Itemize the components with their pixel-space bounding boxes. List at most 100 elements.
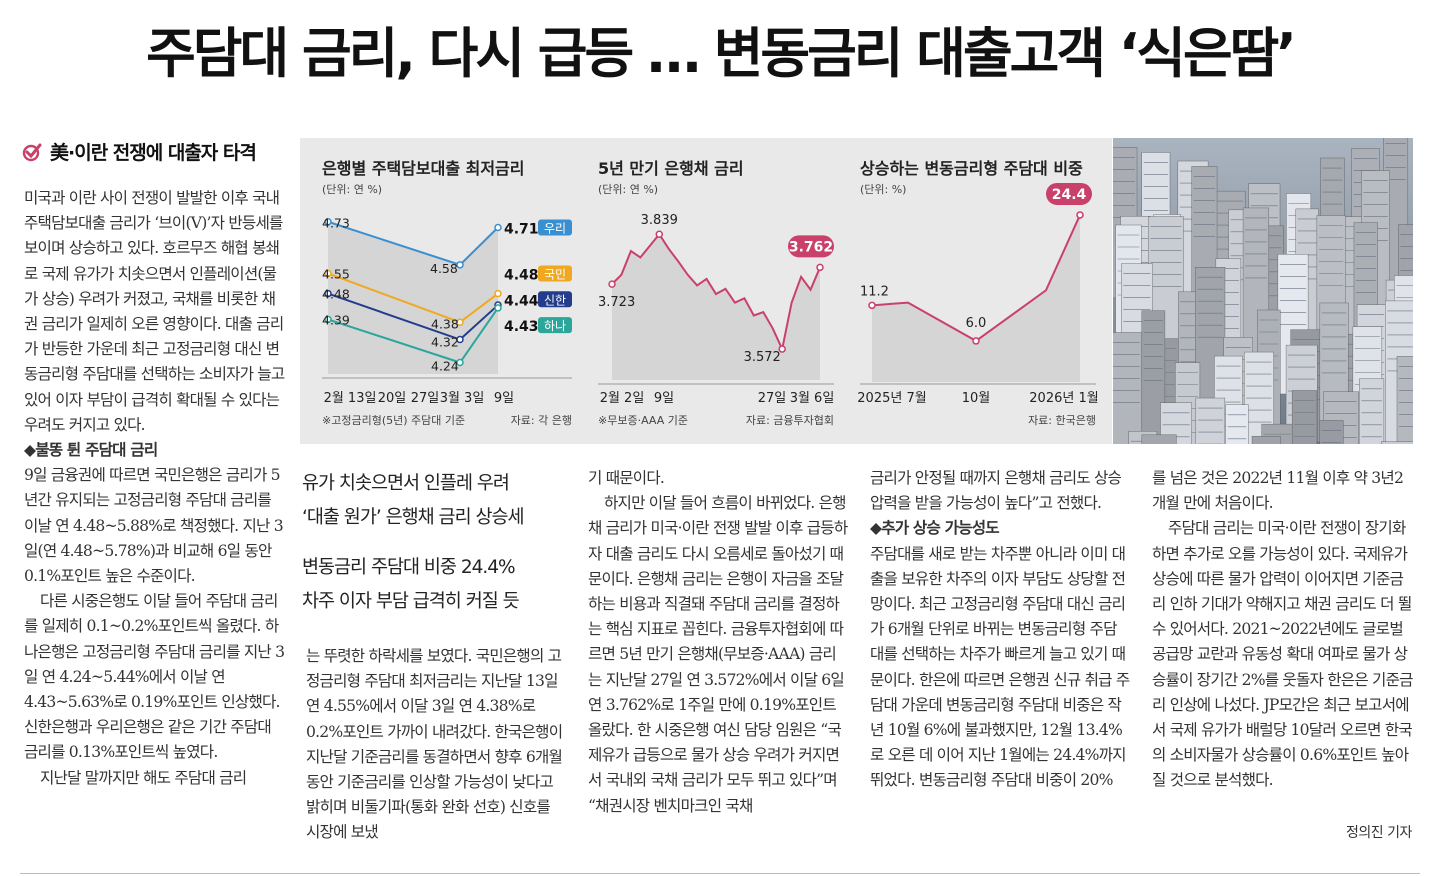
- chart1-title: 은행별 주택담보대출 최저금리: [322, 159, 525, 178]
- chart1-end-value: 4.44: [504, 293, 539, 309]
- chart3-point: [1076, 211, 1084, 219]
- chart2-tick: 27일: [758, 391, 787, 406]
- chart2-label: 3.723: [598, 295, 635, 310]
- chart1-plot: 4.73 4.58 4.55 4.48 4.39 4.38 4.32 4.24 4.71 우리 4.…: [322, 216, 572, 406]
- chart1-area: [328, 221, 498, 374]
- chart1-label: 4.24: [431, 359, 459, 374]
- chart1-label: 4.39: [322, 312, 350, 327]
- chart1-point: [324, 269, 332, 278]
- chart1-bank-badge: [538, 219, 572, 236]
- chart3-tick: 10월: [962, 391, 991, 406]
- chart1-tick: 9일: [494, 391, 514, 406]
- chart1-label: 4.55: [322, 266, 350, 281]
- photo-illustration: [1113, 138, 1413, 444]
- article-column-3: 기 때문이다. 하지만 이달 들어 흐름이 바뀌었다. 은행채 금리가 미국·이…: [588, 466, 848, 819]
- chart1-point: [456, 318, 464, 327]
- paragraph: 를 넘은 것은 2022년 11월 이후 약 3년2개월 만에 처음이다.: [1152, 469, 1404, 513]
- chart1-point: [494, 304, 502, 312]
- chart1-label: 4.48: [322, 287, 350, 302]
- chart2-source: 자료: 금융투자협회: [746, 414, 834, 427]
- building: [1225, 404, 1249, 444]
- chart1-bank-name: 신한: [544, 293, 566, 307]
- chart1-label: 4.73: [322, 216, 350, 231]
- chart2-tick: 9일: [654, 391, 674, 406]
- deck-line: 차주 이자 부담 급격히 커질 듯: [302, 591, 520, 612]
- chart3-area: [872, 214, 1080, 382]
- chart2-point: [778, 345, 786, 353]
- chart1-tick: 27일: [411, 391, 440, 406]
- chart1-label: 4.32: [431, 335, 459, 350]
- bottom-rule: [20, 873, 1420, 874]
- chart1-point: [456, 335, 464, 344]
- paragraph: 는 뚜렷한 하락세를 보였다. 국민은행의 고정금리형 주담대 최저금리는 지난…: [306, 647, 563, 842]
- chart2-plot: 3.723 3.839 3.572 3.762 2월 2일 9일 27일 3월 6일: [598, 213, 834, 406]
- chart3-unit: (단위: %): [860, 183, 906, 196]
- building: [1141, 434, 1177, 444]
- chart2-tick: 3월 6일: [790, 391, 835, 406]
- deck-line: 유가 치솟으면서 인플레 우려: [302, 473, 510, 494]
- building: [1381, 441, 1413, 444]
- chart1-end-value: 4.43: [504, 319, 539, 335]
- deck-line: ‘대출 원가’ 은행채 금리 상승세: [302, 507, 525, 528]
- chart2-point: [655, 230, 664, 238]
- paragraph: 미국과 이란 사이 전쟁이 발발한 이후 국내 주택담보대출 금리가 ‘브이(V…: [24, 189, 285, 434]
- headline: 주담대 금리, 다시 급등 … 변동금리 대출고객 ‘식은땀’: [146, 22, 1297, 85]
- chart1-point: [494, 289, 502, 298]
- chart2-line: [611, 232, 821, 353]
- check-icon: [22, 143, 42, 162]
- paragraph: 금리가 안정될 때까지 은행채 금리도 상승 압력을 받을 가능성이 높다”고 …: [870, 469, 1122, 513]
- chart1-end-value: 4.71: [504, 221, 539, 237]
- chart1-label: 4.38: [431, 316, 459, 331]
- chart2-point: [608, 280, 616, 288]
- chart2-unit: (단위: 연 %): [598, 183, 658, 196]
- chart1-tick: 20일: [378, 391, 407, 406]
- charts-svg: 은행별 주택담보대출 최저금리 (단위: 연 %) ※고정금리형(5년) 주담대…: [322, 159, 1099, 427]
- building: [1319, 420, 1344, 444]
- paragraph: 하지만 이달 들어 흐름이 바뀌었다. 은행채 금리가 미국·이란 전쟁 발발 …: [588, 494, 848, 815]
- chart1-point: [494, 223, 502, 232]
- chart3-end-value: 24.4: [1052, 187, 1087, 203]
- paragraph: 기 때문이다.: [588, 469, 665, 487]
- building: [1359, 378, 1385, 444]
- building: [1141, 310, 1166, 444]
- chart3-label: 6.0: [966, 316, 987, 331]
- building: [1396, 356, 1413, 444]
- chart3-plot: 11.2 6.0 24.4 2025년 7월 10월 2026년 1월: [857, 182, 1099, 406]
- chart2-note: ※무보증·AAA 기준: [598, 414, 688, 427]
- paragraph: 주담대 금리는 미국·이란 전쟁이 장기화하면 추가로 오를 가능성이 있다. …: [1152, 519, 1413, 790]
- chart2-end-badge: [788, 235, 834, 258]
- kicker: 美·이란 전쟁에 대출자 타격: [22, 138, 257, 165]
- subheading: ◆추가 상승 가능성도: [870, 519, 1000, 538]
- chart1-point: [324, 217, 332, 226]
- subheading: ◆불똥 튄 주담대 금리: [24, 441, 158, 460]
- chart2-label: 3.839: [641, 213, 678, 228]
- paragraph: 9일 금융권에 따르면 국민은행은 금리가 5년간 유지되는 고정금리형 주담대…: [24, 466, 284, 586]
- paragraph: 다른 시중은행도 이달 들어 주담대 금리를 일제히 0.1~0.2%포인트씩 …: [24, 592, 285, 762]
- deck: 유가 치솟으면서 인플레 우려 ‘대출 원가’ 은행채 금리 상승세 변동금리 …: [302, 467, 564, 619]
- chart3-tick: 2026년 1월: [1029, 391, 1098, 406]
- chart1-point: [456, 261, 464, 269]
- chart1-note: ※고정금리형(5년) 주담대 기준: [322, 414, 465, 427]
- chart1-bank-name: 우리: [544, 221, 566, 235]
- chart3-end-badge: [1046, 182, 1092, 205]
- article-column-5: 를 넘은 것은 2022년 11월 이후 약 3년2개월 만에 처음이다. 주담…: [1152, 466, 1414, 794]
- chart1-unit: (단위: 연 %): [322, 183, 382, 196]
- chart1-tick: 3월 3일: [440, 391, 485, 406]
- building: [1195, 397, 1226, 444]
- deck-line: 변동금리 주담대 비중 24.4%: [302, 557, 516, 578]
- chart1-label: 4.58: [430, 261, 458, 276]
- chart3-label: 11.2: [860, 284, 889, 299]
- chart1-bank-badge: [538, 317, 572, 334]
- chart1-tick: 2월 13일: [324, 391, 377, 406]
- chart1-bank-name: 하나: [544, 319, 566, 333]
- chart3-point: [972, 337, 980, 345]
- article-column-4: 금리가 안정될 때까지 은행채 금리도 상승 압력을 받을 가능성이 높다”고 …: [870, 466, 1130, 794]
- chart1-end-value: 4.48: [504, 267, 539, 283]
- apartment-complex-photo: [1113, 138, 1413, 444]
- chart3-title: 상승하는 변동금리형 주담대 비중: [860, 159, 1083, 178]
- paragraph: 지난달 말까지만 해도 주담대 금리: [40, 768, 247, 787]
- paragraph: 주담대를 새로 받는 차주뿐 아니라 이미 대출을 보유한 차주의 이자 부담도…: [870, 544, 1130, 790]
- kicker-text: 美·이란 전쟁에 대출자 타격: [50, 142, 257, 164]
- chart2-end-value: 3.762: [789, 239, 833, 255]
- byline: 정의진 기자: [1346, 825, 1412, 841]
